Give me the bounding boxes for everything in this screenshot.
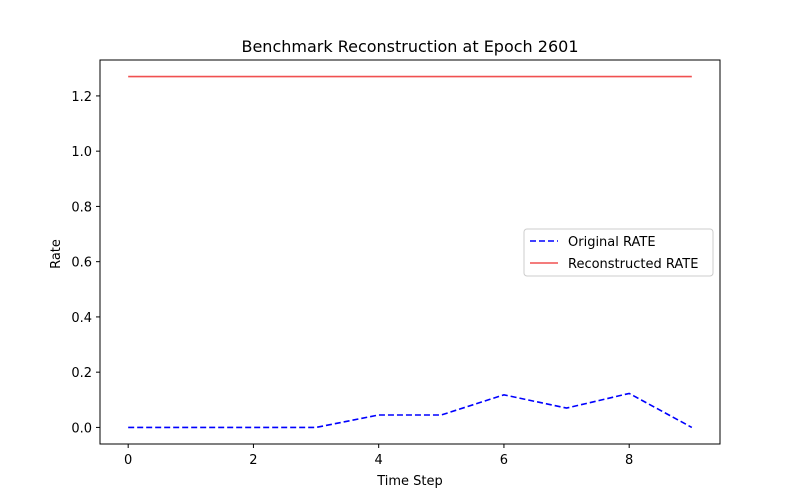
chart-title: Benchmark Reconstruction at Epoch 2601 — [241, 37, 578, 56]
y-axis-label: Rate — [49, 239, 64, 269]
y-tick-label: 0.6 — [71, 256, 92, 271]
x-axis-ticks: 0 2 4 6 8 — [124, 444, 633, 468]
plot-area-frame — [99, 59, 721, 445]
series-layer — [128, 75, 693, 429]
x-tick-label: 8 — [625, 453, 633, 468]
legend-label: Original RATE — [568, 235, 656, 250]
legend-label: Reconstructed RATE — [568, 257, 698, 272]
x-tick-label: 2 — [249, 453, 257, 468]
y-tick-label: 0.2 — [71, 366, 92, 381]
y-tick-label: 0.8 — [71, 200, 92, 215]
x-axis-label: Time Step — [376, 474, 443, 489]
legend-box — [523, 228, 714, 277]
y-tick-label: 1.2 — [71, 90, 92, 105]
x-tick-label: 0 — [124, 453, 132, 468]
legend-items: Original RATE Reconstructed RATE — [530, 235, 698, 272]
y-tick-label: 1.0 — [71, 145, 92, 160]
x-tick-label: 6 — [500, 453, 508, 468]
legend: Original RATE Reconstructed RATE — [523, 228, 714, 277]
y-axis-ticks: 0.0 0.2 0.4 0.6 0.8 1.0 1.2 — [71, 90, 100, 436]
y-tick-label: 0.0 — [71, 421, 92, 436]
x-tick-label: 4 — [375, 453, 383, 468]
original-rate-line — [128, 392, 693, 429]
y-tick-label: 0.4 — [71, 311, 92, 326]
